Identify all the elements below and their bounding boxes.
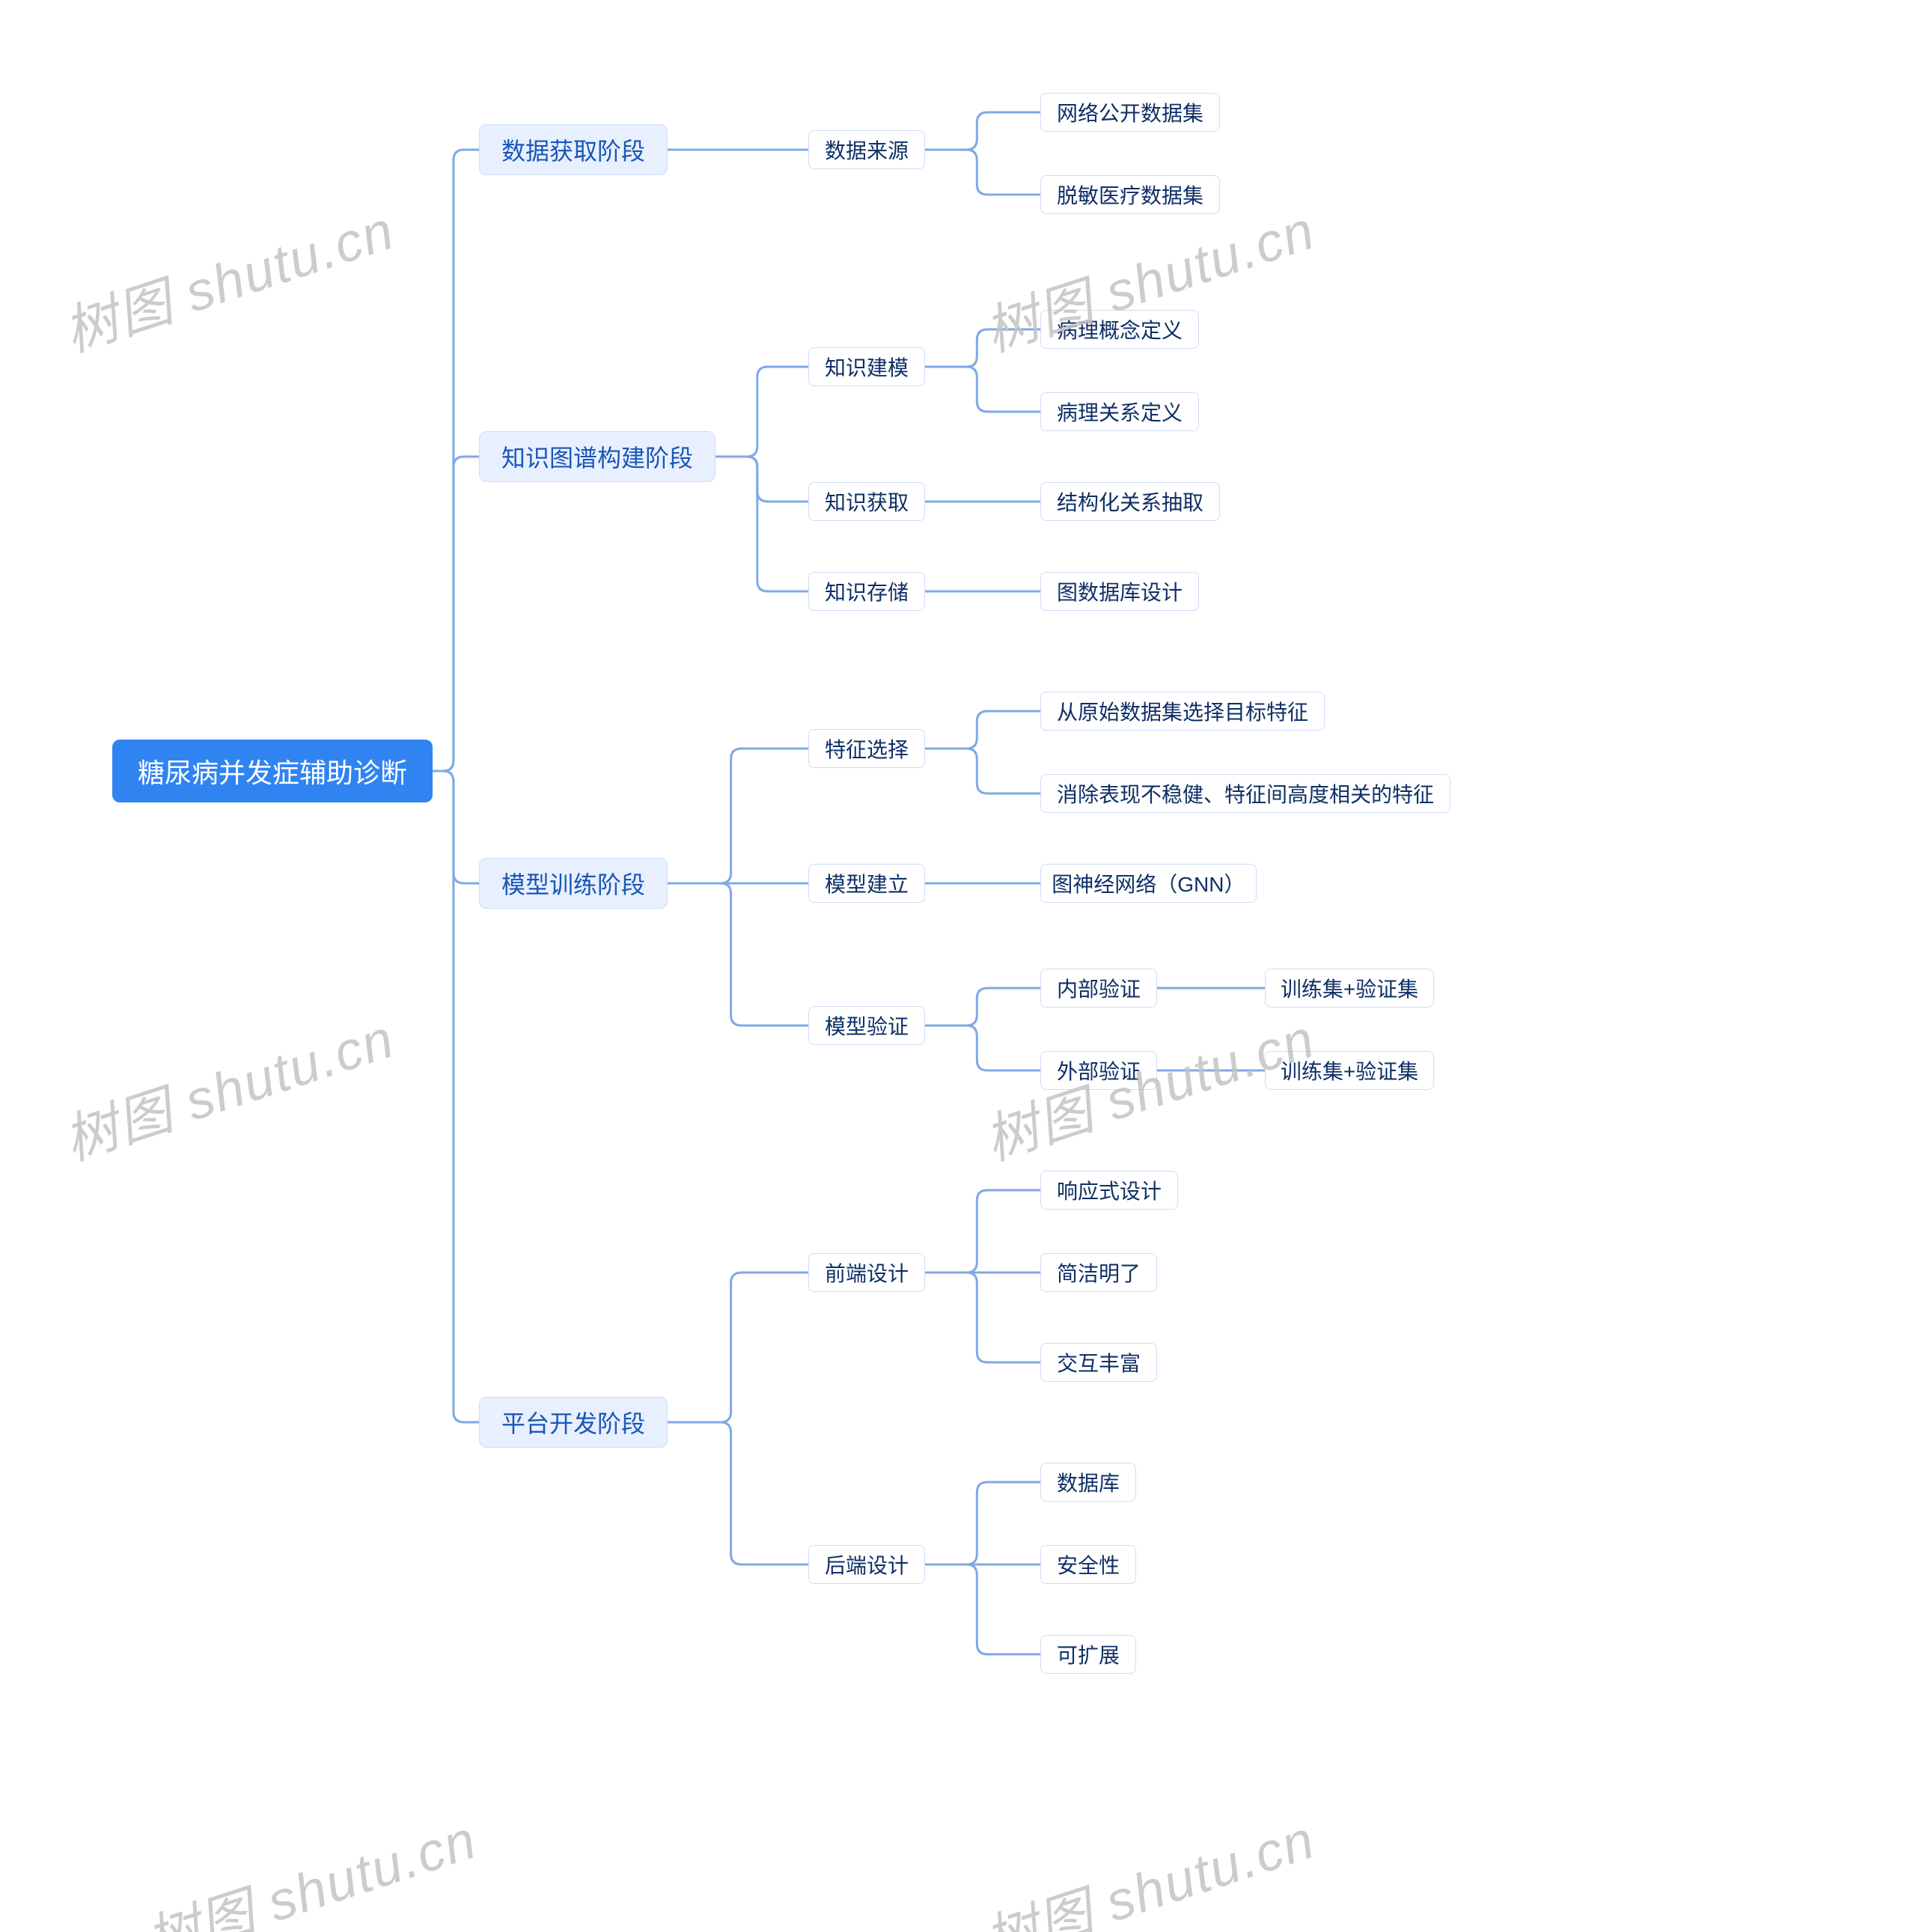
node-s4m2[interactable]: 后端设计: [808, 1545, 925, 1584]
node-s4[interactable]: 平台开发阶段: [479, 1397, 668, 1448]
node-s3m3[interactable]: 模型验证: [808, 1006, 925, 1045]
node-s2m1a[interactable]: 病理概念定义: [1040, 310, 1199, 349]
node-s4m2c[interactable]: 可扩展: [1040, 1635, 1136, 1674]
node-s1m1[interactable]: 数据来源: [808, 130, 925, 169]
node-s1[interactable]: 数据获取阶段: [479, 124, 668, 175]
node-s3m3bb[interactable]: 训练集+验证集: [1265, 1051, 1434, 1090]
node-s3m1a[interactable]: 从原始数据集选择目标特征: [1040, 692, 1325, 731]
node-s2m1[interactable]: 知识建模: [808, 347, 925, 386]
node-s3m3aa[interactable]: 训练集+验证集: [1265, 969, 1434, 1008]
node-s4m1c[interactable]: 交互丰富: [1040, 1343, 1157, 1382]
node-s3m2a[interactable]: 图神经网络（GNN）: [1040, 864, 1257, 903]
node-s4m1a[interactable]: 响应式设计: [1040, 1171, 1178, 1210]
node-s3m3b[interactable]: 外部验证: [1040, 1051, 1157, 1090]
node-s3m2[interactable]: 模型建立: [808, 864, 925, 903]
watermark: 树图 shutu.cn: [52, 994, 403, 1174]
node-s1m1b[interactable]: 脱敏医疗数据集: [1040, 175, 1220, 214]
node-s4m1b[interactable]: 简洁明了: [1040, 1253, 1157, 1292]
node-s2m3[interactable]: 知识存储: [808, 572, 925, 611]
node-s2m3a[interactable]: 图数据库设计: [1040, 572, 1199, 611]
node-root[interactable]: 糖尿病并发症辅助诊断: [112, 740, 433, 802]
node-s4m1[interactable]: 前端设计: [808, 1253, 925, 1292]
mindmap-canvas: 糖尿病并发症辅助诊断 数据获取阶段知识图谱构建阶段模型训练阶段平台开发阶段 数据来源…: [0, 0, 1916, 1932]
node-s1m1a[interactable]: 网络公开数据集: [1040, 93, 1220, 132]
node-s4m2b[interactable]: 安全性: [1040, 1545, 1136, 1584]
node-s4m2a[interactable]: 数据库: [1040, 1463, 1136, 1502]
node-s3m1[interactable]: 特征选择: [808, 729, 925, 768]
node-s2m2[interactable]: 知识获取: [808, 482, 925, 521]
watermark: 树图 shutu.cn: [973, 1795, 1323, 1932]
node-s2m1b[interactable]: 病理关系定义: [1040, 392, 1199, 431]
node-s3m1b[interactable]: 消除表现不稳健、特征间高度相关的特征: [1040, 774, 1450, 813]
watermark: 树图 shutu.cn: [135, 1795, 485, 1932]
node-s2[interactable]: 知识图谱构建阶段: [479, 431, 716, 482]
connector-layer: [0, 0, 1916, 1932]
node-s3m3a[interactable]: 内部验证: [1040, 969, 1157, 1008]
node-s2m2a[interactable]: 结构化关系抽取: [1040, 482, 1220, 521]
node-s3[interactable]: 模型训练阶段: [479, 858, 668, 909]
watermark: 树图 shutu.cn: [52, 186, 403, 366]
